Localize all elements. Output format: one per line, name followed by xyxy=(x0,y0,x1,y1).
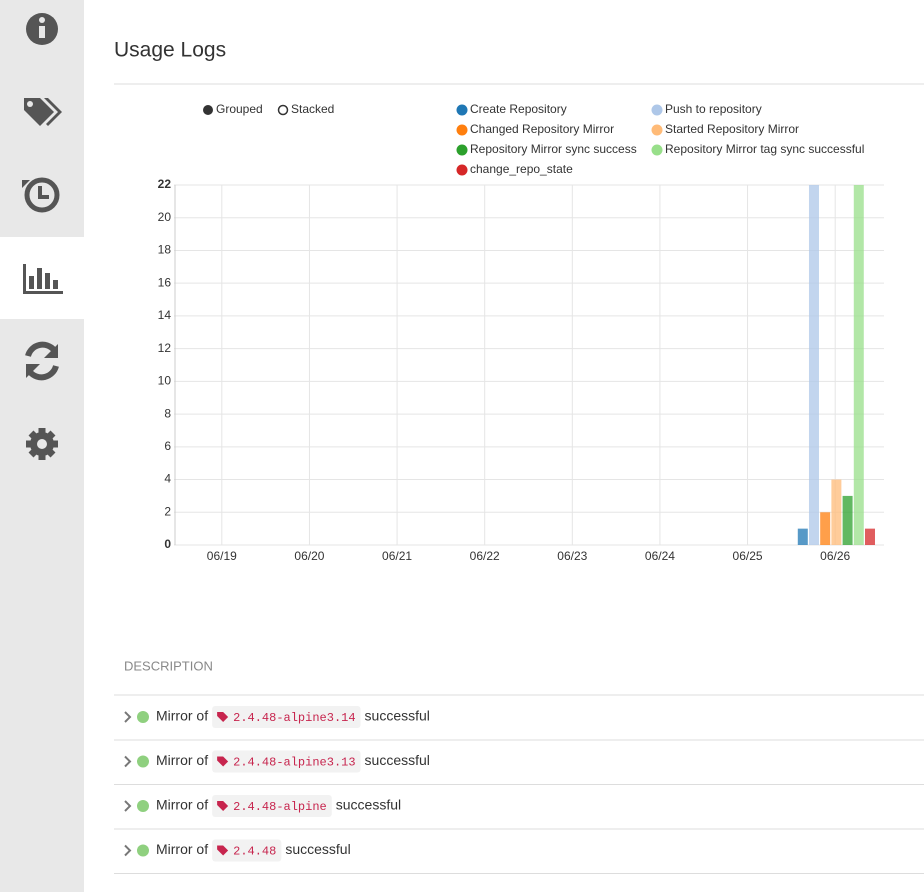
legend-label[interactable]: Changed Repository Mirror xyxy=(470,122,614,136)
legend-swatch[interactable] xyxy=(456,164,468,176)
tags-icon[interactable] xyxy=(24,98,62,126)
tag-icon xyxy=(217,801,229,811)
grouped-label[interactable]: Grouped xyxy=(216,102,263,116)
y-tick-label: 16 xyxy=(158,275,172,289)
refresh-icon[interactable] xyxy=(25,341,59,381)
legend-swatch[interactable] xyxy=(651,144,663,156)
y-tick-label: 12 xyxy=(158,341,172,355)
y-tick-label: 22 xyxy=(158,177,172,191)
x-tick-label: 06/19 xyxy=(207,549,237,563)
x-tick-label: 06/25 xyxy=(733,549,763,563)
x-tick-label: 06/23 xyxy=(557,549,587,563)
expand-chevron[interactable] xyxy=(124,800,132,812)
legend-swatch[interactable] xyxy=(456,104,468,116)
expand-chevron[interactable] xyxy=(124,755,132,768)
tag-box xyxy=(212,839,282,862)
tag-icon xyxy=(217,845,229,856)
legend-label[interactable]: change_repo_state xyxy=(470,162,573,176)
gear-icon[interactable] xyxy=(26,428,58,460)
row-prefix: Mirror of xyxy=(156,797,208,813)
row-suffix: successful xyxy=(365,708,430,724)
bar xyxy=(797,528,808,545)
row-prefix: Mirror of xyxy=(156,752,208,768)
x-tick-label: 06/24 xyxy=(645,549,675,563)
y-tick-label: 20 xyxy=(158,210,172,224)
sidebar-icons xyxy=(22,13,63,460)
stacked-radio[interactable] xyxy=(277,104,289,116)
legend-label[interactable]: Create Repository xyxy=(470,102,567,116)
tag-name: 2.4.48-alpine3.14 xyxy=(233,711,355,725)
x-tick-label: 06/26 xyxy=(820,549,850,563)
tag-box xyxy=(212,750,361,773)
y-tick-label: 14 xyxy=(158,308,172,322)
tag-name: 2.4.48 xyxy=(233,845,276,859)
fade xyxy=(84,884,924,892)
legend-label[interactable]: Repository Mirror tag sync successful xyxy=(665,142,864,156)
y-tick-label: 0 xyxy=(164,537,171,551)
x-tick-label: 06/22 xyxy=(470,549,500,563)
tag-name: 2.4.48-alpine3.13 xyxy=(233,756,355,770)
y-tick-label: 10 xyxy=(158,374,172,388)
page-title: Usage Logs xyxy=(114,39,226,62)
tag-box xyxy=(212,795,332,817)
tag-icon xyxy=(217,756,229,767)
bar xyxy=(831,479,842,545)
y-tick-label: 8 xyxy=(164,406,171,420)
legend-swatch[interactable] xyxy=(651,124,663,136)
bar xyxy=(808,185,819,545)
x-tick-label: 06/20 xyxy=(294,549,324,563)
legend-swatch[interactable] xyxy=(456,124,468,136)
bar xyxy=(842,495,853,545)
bar xyxy=(864,528,875,545)
grouped-radio[interactable] xyxy=(203,105,213,115)
row-prefix: Mirror of xyxy=(156,708,208,724)
row-suffix: successful xyxy=(365,752,430,768)
y-tick-label: 6 xyxy=(164,439,171,453)
row-suffix: successful xyxy=(336,797,401,813)
table-header: DESCRIPTION xyxy=(124,658,213,673)
bar xyxy=(853,185,864,545)
tag-icon xyxy=(217,712,229,722)
history-icon[interactable] xyxy=(22,177,60,213)
stacked-label[interactable]: Stacked xyxy=(291,102,334,116)
legend-label[interactable]: Repository Mirror sync success xyxy=(470,142,637,156)
bar xyxy=(820,512,831,545)
legend-label[interactable]: Push to repository xyxy=(665,102,762,116)
status-dot xyxy=(137,844,149,857)
expand-chevron[interactable] xyxy=(124,711,132,723)
status-dot xyxy=(137,755,149,768)
tag-box xyxy=(212,706,361,728)
legend-swatch[interactable] xyxy=(456,144,468,156)
row-suffix: successful xyxy=(285,841,350,857)
y-tick-label: 2 xyxy=(164,504,171,518)
status-dot xyxy=(137,800,149,812)
info-icon[interactable] xyxy=(26,13,58,45)
tag-name: 2.4.48-alpine xyxy=(233,800,327,814)
chart-icon[interactable] xyxy=(23,264,63,294)
y-tick-label: 4 xyxy=(164,472,171,486)
row-prefix: Mirror of xyxy=(156,841,208,857)
legend-swatch[interactable] xyxy=(651,104,663,116)
y-tick-label: 18 xyxy=(158,243,172,257)
expand-chevron[interactable] xyxy=(124,844,132,857)
x-tick-label: 06/21 xyxy=(382,549,412,563)
status-dot xyxy=(137,711,149,723)
legend-label[interactable]: Started Repository Mirror xyxy=(665,122,799,136)
